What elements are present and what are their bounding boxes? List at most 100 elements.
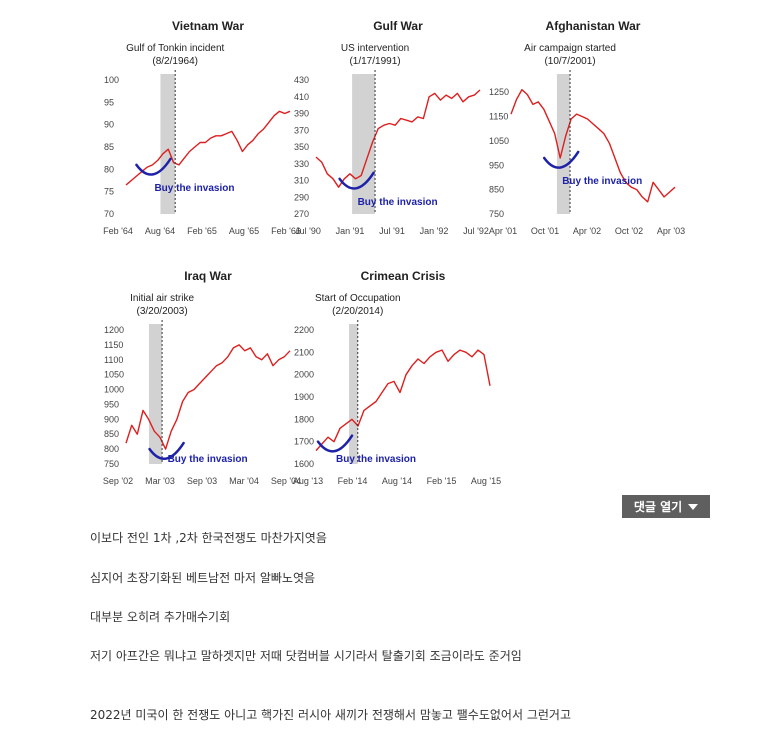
chart-crimean-crisis: Crimean Crisis Start of Occupation (2/20/2… [290, 258, 501, 493]
y-tick-label: 2000 [294, 370, 314, 380]
buy-the-invasion-label: Buy the invasion [168, 454, 248, 465]
x-tick-label: Feb '14 [338, 476, 368, 486]
open-comments-label: 댓글 열기 [633, 500, 683, 514]
x-tick-label: Aug '15 [471, 476, 501, 486]
y-tick-label: 1250 [489, 87, 509, 97]
x-tick-label: Aug '14 [382, 476, 412, 486]
x-tick-label: Sep '03 [187, 476, 217, 486]
y-tick-label: 750 [489, 209, 504, 219]
chart-iraq-war: Iraq War Initial air strike (3/20/2003) 120… [100, 258, 301, 493]
post-paragraph: 심지어 초장기화된 베트남전 마저 알빠노엿음 [90, 571, 316, 585]
chart-gulf-war: Gulf War US intervention (1/17/1991) 430 410… [290, 8, 490, 243]
x-tick-label: Jul '92 [463, 226, 489, 236]
x-tick-label: Sep '02 [103, 476, 133, 486]
x-tick-label: Aug '65 [229, 226, 259, 236]
shaded-period [148, 324, 163, 464]
x-tick-label: Oct '02 [615, 226, 643, 236]
y-tick-label: 950 [104, 399, 119, 409]
post-paragraph: 저기 아프간은 뭐냐고 말하겟지만 저때 닷컴버블 시기라서 탈출기회 조금이라… [90, 649, 522, 663]
x-tick-label: Oct '01 [531, 226, 559, 236]
event-label: Air campaign started [524, 43, 616, 54]
y-tick-label: 80 [104, 164, 114, 174]
y-tick-label: 950 [489, 160, 504, 170]
y-tick-label: 1200 [104, 325, 124, 335]
event-date: (8/2/1964) [152, 56, 198, 67]
y-tick-label: 90 [104, 120, 114, 130]
y-tick-label: 370 [294, 125, 309, 135]
y-tick-label: 270 [294, 209, 309, 219]
chart-title: Gulf War [373, 19, 423, 33]
y-tick-label: 750 [104, 459, 119, 469]
buy-curve [542, 150, 580, 169]
x-tick-label: Jan '92 [420, 226, 449, 236]
y-tick-label: 1150 [489, 112, 508, 122]
x-tick-label: Aug '13 [293, 476, 323, 486]
y-tick-label: 290 [294, 192, 309, 202]
x-tick-label: Feb '65 [187, 226, 217, 236]
x-tick-label: Jan '91 [336, 226, 365, 236]
y-tick-label: 390 [294, 109, 309, 119]
chart-vietnam-war: Vietnam War Gulf of Tonkin incident (8/2/1… [100, 8, 301, 243]
y-tick-label: 1800 [294, 414, 314, 424]
y-tick-label: 1900 [294, 392, 314, 402]
y-tick-label: 95 [104, 97, 114, 107]
y-tick-label: 1050 [489, 136, 509, 146]
x-tick-label: Aug '64 [145, 226, 175, 236]
buy-the-invasion-label: Buy the invasion [336, 454, 416, 465]
x-tick-label: Feb '64 [103, 226, 133, 236]
x-tick-label: Jul '91 [379, 226, 405, 236]
chart-afghanistan-war: Afghanistan War Air campaign started (10/7… [485, 8, 685, 243]
y-tick-label: 850 [489, 185, 504, 195]
buy-the-invasion-label: Buy the invasion [154, 183, 234, 194]
series-line [315, 89, 481, 188]
y-tick-label: 1150 [104, 340, 123, 350]
series-line [510, 88, 676, 203]
x-tick-label: Jul '90 [295, 226, 321, 236]
x-tick-label: Mar '04 [229, 476, 259, 486]
buy-curve [135, 157, 172, 176]
y-tick-label: 1050 [104, 370, 124, 380]
y-tick-label: 330 [294, 159, 309, 169]
y-tick-label: 900 [104, 414, 119, 424]
event-date: (2/20/2014) [332, 306, 383, 317]
chart-title: Vietnam War [172, 19, 244, 33]
y-tick-label: 1600 [294, 459, 314, 469]
chart-title: Crimean Crisis [361, 269, 446, 283]
buy-curve [316, 434, 354, 453]
y-tick-label: 100 [104, 75, 119, 85]
series-line [125, 110, 291, 186]
y-tick-label: 800 [104, 444, 119, 454]
y-tick-label: 1000 [104, 385, 124, 395]
event-date: (10/7/2001) [544, 56, 595, 67]
caret-down-icon [688, 503, 699, 510]
chart-title: Iraq War [184, 269, 232, 283]
event-label: US intervention [341, 43, 409, 54]
war-charts-figure: Vietnam War Gulf of Tonkin incident (8/2/1… [100, 8, 710, 493]
open-comments-button[interactable]: 댓글 열기 [622, 495, 710, 518]
y-tick-label: 75 [104, 187, 114, 197]
shaded-period [349, 324, 358, 464]
y-tick-label: 410 [294, 92, 309, 102]
x-tick-label: Apr '03 [657, 226, 685, 236]
y-tick-label: 1100 [104, 355, 123, 365]
x-tick-label: Feb '66 [271, 226, 301, 236]
chart-title: Afghanistan War [546, 19, 641, 33]
buy-the-invasion-label: Buy the invasion [358, 197, 438, 208]
y-tick-label: 2200 [294, 325, 314, 335]
x-tick-label: Apr '02 [573, 226, 601, 236]
shaded-period [160, 74, 176, 214]
event-date: (1/17/1991) [349, 56, 400, 67]
event-label: Gulf of Tonkin incident [126, 43, 224, 54]
x-tick-label: Mar '03 [145, 476, 175, 486]
post-paragraph: 이보다 전인 1차 ,2차 한국전쟁도 마찬가지엿음 [90, 531, 327, 545]
x-tick-label: Sep '04 [271, 476, 301, 486]
post-paragraph: 2022년 미국이 한 전쟁도 아니고 핵가진 러시아 새끼가 전쟁해서 맘놓고… [90, 708, 571, 722]
y-tick-label: 85 [104, 142, 114, 152]
x-tick-label: Apr '01 [489, 226, 517, 236]
y-tick-label: 850 [104, 429, 119, 439]
y-tick-label: 430 [294, 75, 309, 85]
buy-curve [148, 441, 185, 460]
y-tick-label: 70 [104, 209, 114, 219]
y-tick-label: 350 [294, 142, 309, 152]
series-line [315, 349, 491, 452]
